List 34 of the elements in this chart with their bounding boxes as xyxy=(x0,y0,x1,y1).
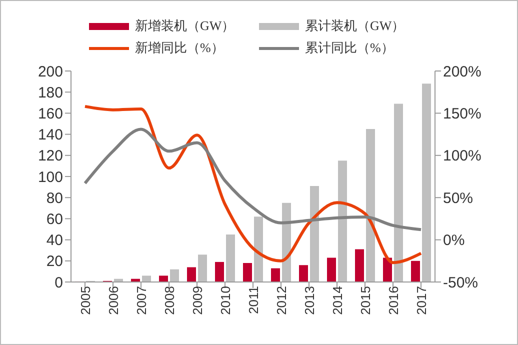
x-tick-label: 2015 xyxy=(358,286,374,315)
x-tick-label: 2017 xyxy=(414,286,430,315)
y-tick-label: 180 xyxy=(38,84,63,102)
y2-tick-label: 150% xyxy=(443,106,482,123)
legend-label: 新增同比（%） xyxy=(135,39,224,57)
y-tick-label: 200 xyxy=(38,63,63,80)
y-tick-label: 140 xyxy=(38,126,63,144)
x-tick-label: 2008 xyxy=(162,286,178,315)
legend-label: 累计装机（GW） xyxy=(305,17,405,35)
y-tick-label: 160 xyxy=(38,106,63,123)
x-tick-label: 2005 xyxy=(78,286,94,315)
y2-tick-label: 0% xyxy=(443,232,465,250)
y2-tick-label: 50% xyxy=(443,190,474,207)
x-tick-label: 2009 xyxy=(190,286,206,315)
legend-label: 新增装机（GW） xyxy=(135,17,235,35)
y-tick-label: 60 xyxy=(46,211,63,228)
y-tick-label: 80 xyxy=(46,190,63,207)
y-tick-label: 40 xyxy=(46,232,63,250)
y-tick-label: 20 xyxy=(46,253,63,270)
x-tick-label: 2006 xyxy=(106,286,122,315)
y2-tick-label: 100% xyxy=(443,148,482,165)
x-tick-label: 2014 xyxy=(330,286,346,315)
y-tick-label: 120 xyxy=(38,148,63,165)
y2-tick-label: 200% xyxy=(443,63,482,80)
x-tick-label: 2011 xyxy=(246,286,262,314)
x-tick-label: 2013 xyxy=(302,286,318,315)
y2-tick-label: -50% xyxy=(443,274,478,292)
x-tick-label: 2012 xyxy=(274,286,290,315)
y-tick-label: 0 xyxy=(54,274,63,292)
legend-label: 累计同比（%） xyxy=(305,39,394,57)
x-tick-label: 2010 xyxy=(218,286,234,315)
x-tick-label: 2016 xyxy=(386,286,402,315)
y-tick-label: 100 xyxy=(38,168,63,186)
x-tick-label: 2007 xyxy=(134,286,150,315)
